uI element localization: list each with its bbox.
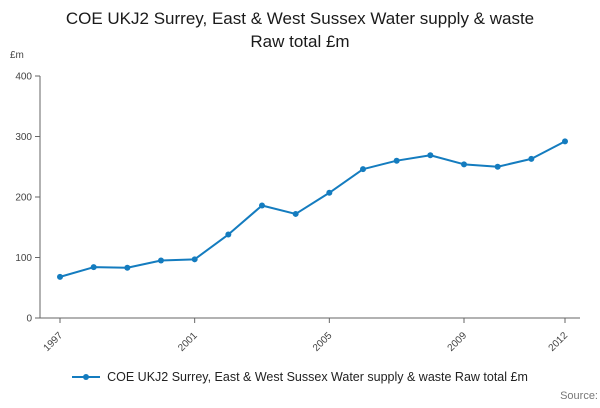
data-point-marker [326,189,333,196]
data-point-marker [225,231,232,238]
data-point-marker [191,256,198,263]
source-label: Source: [560,390,598,402]
data-point-marker [494,163,501,170]
x-tick-label: 2009 [446,330,470,354]
y-tick-label: 300 [15,132,32,143]
data-point-marker [461,161,467,168]
data-point-marker [528,155,535,162]
x-tick-label: 2005 [311,330,335,354]
data-point-marker [360,166,366,173]
x-tick-label: 1997 [42,330,66,354]
chart-title: COE UKJ2 Surrey, East & West Sussex Wate… [65,9,535,51]
data-point-marker [292,210,299,217]
legend-label: COE UKJ2 Surrey, East & West Sussex Wate… [107,370,528,384]
y-tick-label: 0 [26,314,32,325]
data-point-marker [90,264,97,271]
y-tick-label: 200 [15,193,32,204]
y-axis-unit-label: £m [10,50,24,61]
x-tick-label: 2012 [547,330,571,354]
y-tick-label: 100 [15,253,32,264]
data-point-marker [393,157,400,164]
data-point-marker [259,202,265,209]
legend[interactable]: COE UKJ2 Surrey, East & West Sussex Wate… [0,370,600,384]
data-point-marker [124,264,131,271]
data-point-marker [562,138,568,145]
legend-line-swatch [72,374,101,380]
data-point-marker [427,152,434,159]
chart-page: COE UKJ2 Surrey, East & West Sussex Wate… [0,8,600,402]
data-point-marker [57,273,63,280]
line-chart: 0 100 200 300 400 1997 2001 2005 2009 2012 [15,72,580,354]
series-line [59,140,566,278]
data-point-marker [158,257,164,264]
x-tick-label: 2001 [176,330,200,354]
y-tick-label: 400 [15,72,32,83]
